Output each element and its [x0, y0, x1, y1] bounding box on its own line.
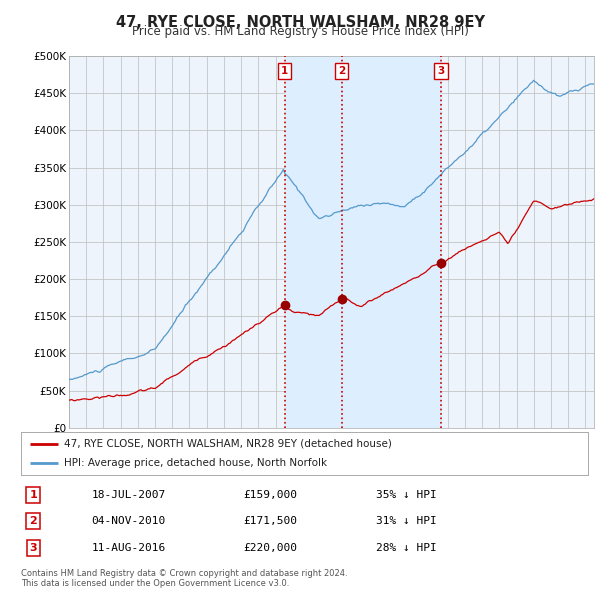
Text: 1: 1 — [281, 66, 289, 76]
Bar — [341, 56, 441, 428]
Text: 04-NOV-2010: 04-NOV-2010 — [92, 516, 166, 526]
Text: 3: 3 — [437, 66, 445, 76]
Text: £220,000: £220,000 — [244, 543, 298, 553]
Text: 47, RYE CLOSE, NORTH WALSHAM, NR28 9EY: 47, RYE CLOSE, NORTH WALSHAM, NR28 9EY — [115, 15, 485, 30]
Text: 28% ↓ HPI: 28% ↓ HPI — [376, 543, 437, 553]
Text: Contains HM Land Registry data © Crown copyright and database right 2024.
This d: Contains HM Land Registry data © Crown c… — [21, 569, 347, 588]
Text: 2: 2 — [338, 66, 345, 76]
Text: £159,000: £159,000 — [244, 490, 298, 500]
Text: 2: 2 — [29, 516, 37, 526]
Text: 47, RYE CLOSE, NORTH WALSHAM, NR28 9EY (detached house): 47, RYE CLOSE, NORTH WALSHAM, NR28 9EY (… — [64, 439, 391, 449]
Text: HPI: Average price, detached house, North Norfolk: HPI: Average price, detached house, Nort… — [64, 458, 326, 468]
Text: 11-AUG-2016: 11-AUG-2016 — [92, 543, 166, 553]
Text: 3: 3 — [29, 543, 37, 553]
Text: Price paid vs. HM Land Registry's House Price Index (HPI): Price paid vs. HM Land Registry's House … — [131, 25, 469, 38]
Text: 18-JUL-2007: 18-JUL-2007 — [92, 490, 166, 500]
Text: 35% ↓ HPI: 35% ↓ HPI — [376, 490, 437, 500]
Text: £171,500: £171,500 — [244, 516, 298, 526]
Text: 31% ↓ HPI: 31% ↓ HPI — [376, 516, 437, 526]
Text: 1: 1 — [29, 490, 37, 500]
Bar — [285, 56, 341, 428]
